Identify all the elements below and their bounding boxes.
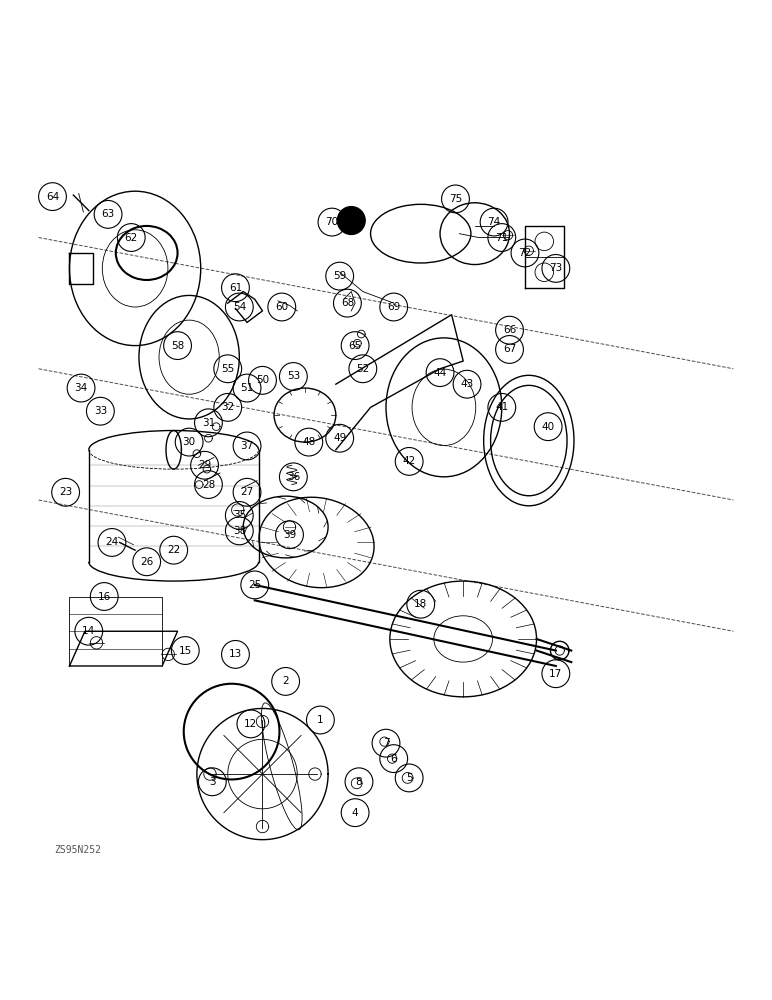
Text: 3: 3 <box>209 777 215 787</box>
Text: 8: 8 <box>356 777 362 787</box>
Text: 66: 66 <box>503 325 516 335</box>
Text: 15: 15 <box>178 646 192 656</box>
Text: 13: 13 <box>229 649 242 659</box>
Text: 61: 61 <box>229 283 242 293</box>
Text: 71: 71 <box>495 233 509 243</box>
Text: 42: 42 <box>402 456 416 466</box>
Text: 52: 52 <box>356 364 370 374</box>
Circle shape <box>337 207 365 234</box>
Text: 35: 35 <box>232 510 246 520</box>
Text: 75: 75 <box>449 194 462 204</box>
Text: 29: 29 <box>198 460 212 470</box>
Text: 31: 31 <box>201 418 215 428</box>
Text: 7: 7 <box>383 738 389 748</box>
Text: 59: 59 <box>333 271 347 281</box>
Text: 58: 58 <box>171 341 185 351</box>
Text: 68: 68 <box>340 298 354 308</box>
Text: 39: 39 <box>283 530 296 540</box>
Text: 36: 36 <box>286 472 300 482</box>
Text: 26: 26 <box>140 557 154 567</box>
Text: 1: 1 <box>317 715 323 725</box>
Text: 37: 37 <box>240 441 254 451</box>
Text: 33: 33 <box>93 406 107 416</box>
Text: 32: 32 <box>221 402 235 412</box>
Text: 69: 69 <box>387 302 401 312</box>
Text: 53: 53 <box>286 371 300 381</box>
Text: 17: 17 <box>549 669 563 679</box>
Text: 51: 51 <box>240 383 254 393</box>
Text: 50: 50 <box>256 375 269 385</box>
Text: 40: 40 <box>541 422 555 432</box>
Text: 34: 34 <box>74 383 88 393</box>
Text: 12: 12 <box>244 719 258 729</box>
Text: 30: 30 <box>182 437 196 447</box>
Text: 43: 43 <box>460 379 474 389</box>
Text: 48: 48 <box>302 437 316 447</box>
Text: 2: 2 <box>283 676 289 686</box>
Text: 70: 70 <box>325 217 339 227</box>
Text: 14: 14 <box>82 626 96 636</box>
Text: 28: 28 <box>201 480 215 490</box>
Text: 74: 74 <box>487 217 501 227</box>
Text: 67: 67 <box>503 344 516 354</box>
Text: 16: 16 <box>97 591 111 601</box>
Text: 44: 44 <box>433 368 447 378</box>
Text: 63: 63 <box>101 209 115 219</box>
Text: 38: 38 <box>232 526 246 536</box>
Text: 27: 27 <box>240 487 254 497</box>
Text: 41: 41 <box>495 402 509 412</box>
Text: 55: 55 <box>221 364 235 374</box>
Text: 6: 6 <box>391 754 397 764</box>
Text: 49: 49 <box>333 433 347 443</box>
Text: 73: 73 <box>549 263 563 273</box>
Text: 65: 65 <box>348 341 362 351</box>
Text: 18: 18 <box>414 599 428 609</box>
Text: 22: 22 <box>167 545 181 555</box>
Text: 25: 25 <box>248 580 262 590</box>
Text: 24: 24 <box>105 537 119 547</box>
Text: 72: 72 <box>518 248 532 258</box>
Text: 54: 54 <box>232 302 246 312</box>
Text: ZS95N252: ZS95N252 <box>54 845 101 855</box>
Text: 62: 62 <box>124 233 138 243</box>
Text: 4: 4 <box>352 808 358 818</box>
Text: 60: 60 <box>275 302 289 312</box>
Text: 64: 64 <box>46 192 59 202</box>
Text: 23: 23 <box>59 487 73 497</box>
Text: 5: 5 <box>406 773 412 783</box>
